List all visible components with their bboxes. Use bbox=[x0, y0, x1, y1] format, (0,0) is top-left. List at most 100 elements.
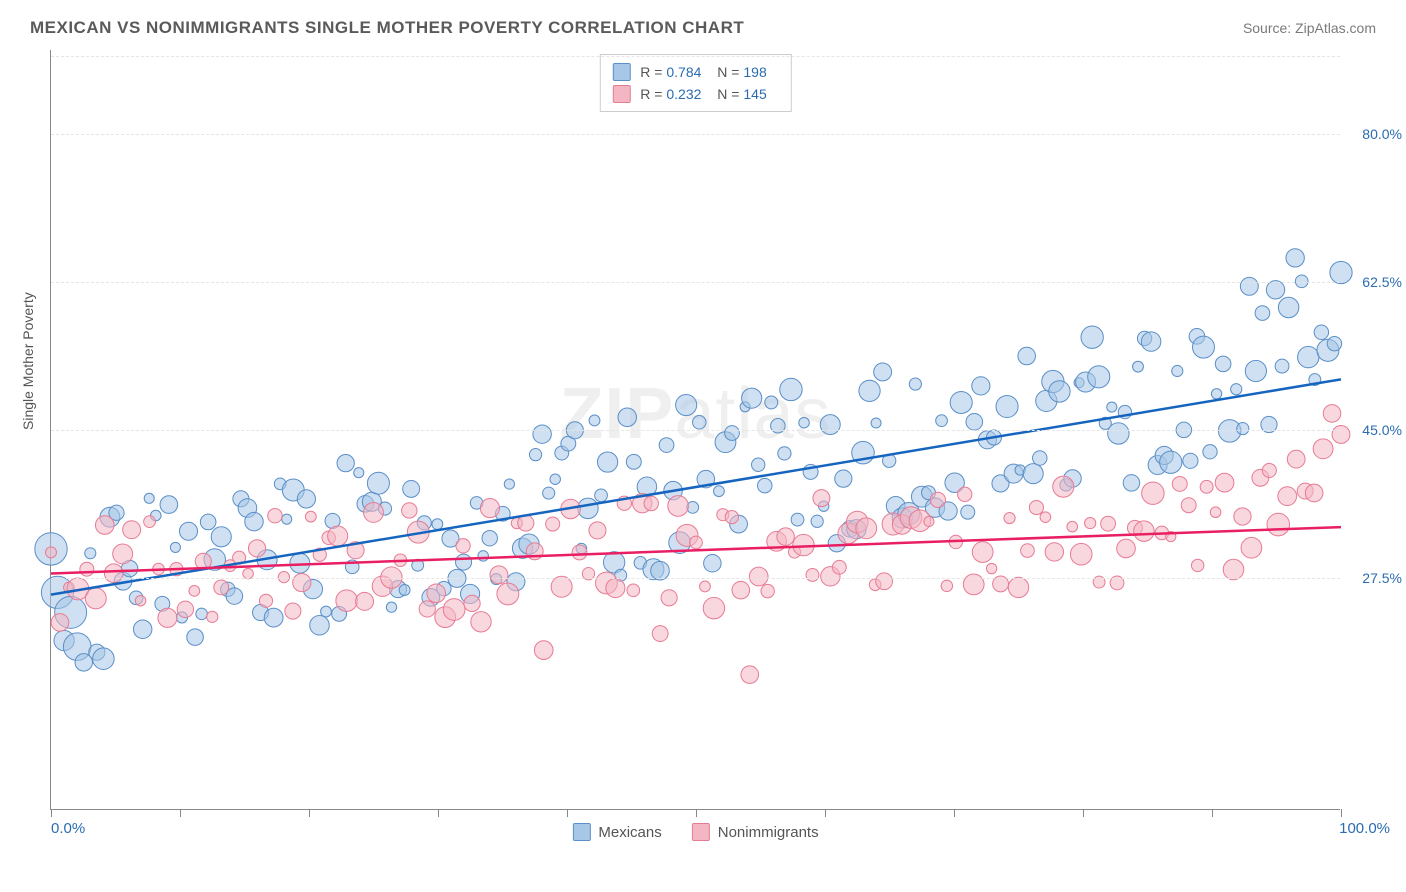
scatter-point bbox=[1081, 326, 1103, 348]
legend-correlation: R = 0.784 N = 198 R = 0.232 N = 145 bbox=[599, 54, 791, 112]
scatter-point bbox=[749, 567, 768, 586]
swatch-nonimmigrants bbox=[612, 85, 630, 103]
scatter-point bbox=[46, 547, 57, 558]
scatter-point bbox=[799, 417, 810, 428]
scatter-point bbox=[703, 597, 724, 618]
scatter-point bbox=[811, 515, 823, 527]
scatter-point bbox=[732, 581, 750, 599]
scatter-point bbox=[966, 414, 983, 431]
scatter-point bbox=[328, 526, 348, 546]
scatter-point bbox=[1330, 261, 1352, 283]
scatter-point bbox=[961, 505, 975, 519]
scatter-point bbox=[1275, 359, 1289, 373]
scatter-point bbox=[144, 516, 156, 528]
scatter-point bbox=[618, 408, 637, 427]
scatter-point bbox=[1234, 508, 1251, 525]
scatter-point bbox=[700, 581, 711, 592]
scatter-point bbox=[1191, 559, 1203, 571]
scatter-point bbox=[909, 378, 921, 390]
scatter-point bbox=[758, 478, 773, 493]
scatter-point bbox=[676, 394, 697, 415]
scatter-point bbox=[534, 641, 553, 660]
scatter-point bbox=[529, 449, 541, 461]
scatter-point bbox=[996, 395, 1018, 417]
scatter-point bbox=[1008, 577, 1028, 597]
scatter-point bbox=[1123, 475, 1139, 491]
scatter-point bbox=[305, 511, 316, 522]
scatter-point bbox=[859, 380, 880, 401]
scatter-point bbox=[741, 666, 759, 684]
scatter-point bbox=[403, 480, 420, 497]
scatter-point bbox=[1070, 543, 1092, 565]
scatter-point bbox=[104, 564, 123, 583]
y-axis-label: Single Mother Poverty bbox=[20, 292, 36, 430]
scatter-point bbox=[806, 569, 819, 582]
scatter-point bbox=[179, 522, 197, 540]
scatter-point bbox=[693, 416, 707, 430]
scatter-point bbox=[464, 595, 480, 611]
scatter-point bbox=[761, 584, 774, 597]
scatter-point bbox=[456, 539, 470, 553]
scatter-point bbox=[1313, 439, 1333, 459]
scatter-point bbox=[1211, 389, 1221, 399]
scatter-point bbox=[1314, 325, 1328, 339]
scatter-point bbox=[714, 486, 725, 497]
x-tick bbox=[180, 809, 181, 817]
scatter-point bbox=[874, 363, 892, 381]
legend-item-nonimmigrants: Nonimmigrants bbox=[692, 823, 819, 841]
scatter-point bbox=[285, 603, 301, 619]
x-axis-max-label: 100.0% bbox=[1339, 820, 1390, 837]
scatter-point bbox=[1241, 537, 1262, 558]
x-tick bbox=[1341, 809, 1342, 817]
scatter-point bbox=[1262, 463, 1276, 477]
scatter-point bbox=[135, 595, 145, 605]
scatter-point bbox=[589, 415, 600, 426]
scatter-point bbox=[80, 562, 94, 576]
scatter-point bbox=[1053, 476, 1074, 497]
x-tick bbox=[438, 809, 439, 817]
scatter-point bbox=[791, 513, 804, 526]
scatter-point bbox=[1278, 487, 1297, 506]
scatter-point bbox=[504, 479, 514, 489]
x-axis-min-label: 0.0% bbox=[51, 820, 85, 837]
scatter-point bbox=[196, 608, 208, 620]
scatter-point bbox=[1210, 507, 1221, 518]
scatter-point bbox=[402, 503, 417, 518]
y-tick-label: 45.0% bbox=[1362, 422, 1402, 438]
scatter-point bbox=[950, 391, 972, 413]
scatter-point bbox=[1287, 450, 1305, 468]
legend-item-mexicans: Mexicans bbox=[572, 823, 661, 841]
scatter-point bbox=[1021, 544, 1035, 558]
scatter-point bbox=[259, 594, 272, 607]
scatter-point bbox=[778, 447, 791, 460]
y-tick-label: 62.5% bbox=[1362, 274, 1402, 290]
gridline bbox=[51, 134, 1340, 135]
scatter-point bbox=[95, 516, 114, 535]
scatter-point bbox=[1203, 445, 1217, 459]
scatter-point bbox=[85, 588, 106, 609]
scatter-point bbox=[941, 580, 952, 591]
scatter-point bbox=[1085, 517, 1096, 528]
scatter-point bbox=[427, 584, 446, 603]
scatter-point bbox=[490, 566, 508, 584]
scatter-point bbox=[936, 415, 948, 427]
x-tick bbox=[825, 809, 826, 817]
scatter-point bbox=[986, 563, 996, 573]
scatter-point bbox=[1223, 559, 1244, 580]
scatter-point bbox=[214, 580, 229, 595]
scatter-point bbox=[245, 512, 263, 530]
scatter-point bbox=[85, 548, 96, 559]
swatch-nonimmigrants-bottom bbox=[692, 823, 710, 841]
chart-title: MEXICAN VS NONIMMIGRANTS SINGLE MOTHER P… bbox=[30, 18, 744, 38]
scatter-point bbox=[1101, 516, 1116, 531]
scatter-point bbox=[93, 648, 115, 670]
scatter-point bbox=[595, 489, 608, 502]
scatter-point bbox=[606, 578, 625, 597]
scatter-point bbox=[835, 470, 852, 487]
scatter-point bbox=[1023, 464, 1043, 484]
scatter-point bbox=[1327, 336, 1341, 350]
scatter-point bbox=[399, 585, 410, 596]
legend-row-nonimmigrants: R = 0.232 N = 145 bbox=[612, 83, 778, 105]
scatter-point bbox=[924, 516, 934, 526]
scatter-point bbox=[293, 573, 311, 591]
